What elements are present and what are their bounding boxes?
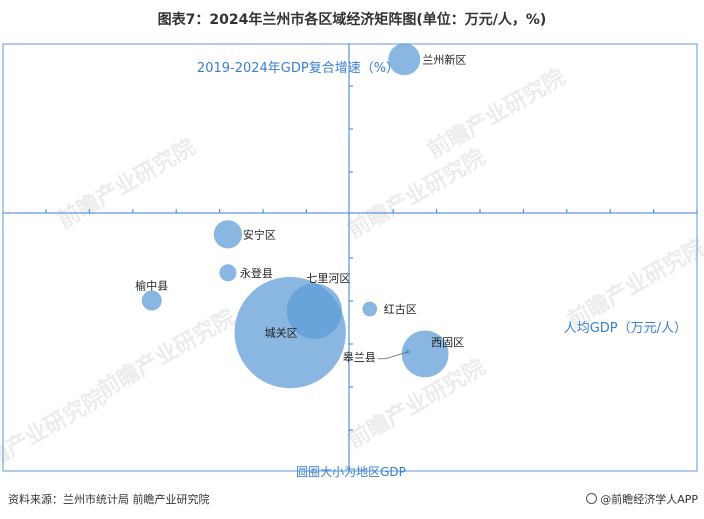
bubble-2 — [219, 264, 237, 282]
bubble-7 — [401, 330, 449, 378]
chart-title: 图表7：2024年兰州市各区域经济矩阵图(单位：万元/人，%) — [157, 12, 547, 28]
leader-line — [377, 351, 408, 360]
point-label-2: 永登县 — [240, 266, 273, 280]
brand-text: @前瞻经济学人APP — [600, 493, 698, 506]
watermark-layer: 前瞻产业研究院前瞻产业研究院前瞻产业研究院前瞻产业研究院前瞻产业研究院前瞻产业研… — [0, 64, 704, 484]
point-label-0: 兰州新区 — [422, 52, 466, 66]
source-note: 资料来源：兰州市统计局 前瞻产业研究院 — [8, 493, 210, 506]
size-legend-note: 圆圈大小为地区GDP — [296, 465, 406, 479]
point-label-4: 七里河区 — [306, 272, 350, 285]
x-axis-title: 人均GDP（万元/人） — [564, 321, 687, 336]
brand-logo-icon — [586, 493, 598, 504]
bubble-5 — [362, 301, 378, 317]
bubble-3 — [141, 290, 162, 311]
point-label-8: 皋兰县 — [343, 350, 376, 364]
bubble-1 — [213, 220, 243, 249]
bubble-4 — [286, 283, 343, 339]
bubble-layer — [141, 43, 449, 389]
axes-layer — [3, 44, 698, 471]
point-label-3: 榆中县 — [135, 279, 168, 293]
brand-credit: @前瞻经济学人APP — [586, 491, 698, 507]
watermark-text: 前瞻产业研究院 — [343, 144, 489, 244]
point-label-5: 红古区 — [384, 303, 417, 316]
watermark-text: 前瞻产业研究院 — [563, 234, 704, 334]
watermark-text: 前瞻产业研究院 — [93, 304, 239, 404]
bubble-0 — [388, 43, 421, 76]
y-axis-title: 2019-2024年GDP复合增速（%） — [197, 61, 399, 76]
watermark-text: 前瞻产业研究院 — [0, 384, 110, 484]
watermark-text: 前瞻产业研究院 — [53, 134, 199, 234]
watermark-text: 前瞻产业研究院 — [423, 64, 569, 164]
point-label-1: 安宁区 — [243, 227, 276, 241]
point-label-6: 城关区 — [265, 326, 298, 340]
point-label-7: 西固区 — [431, 336, 464, 349]
plot-frame — [2, 43, 698, 472]
